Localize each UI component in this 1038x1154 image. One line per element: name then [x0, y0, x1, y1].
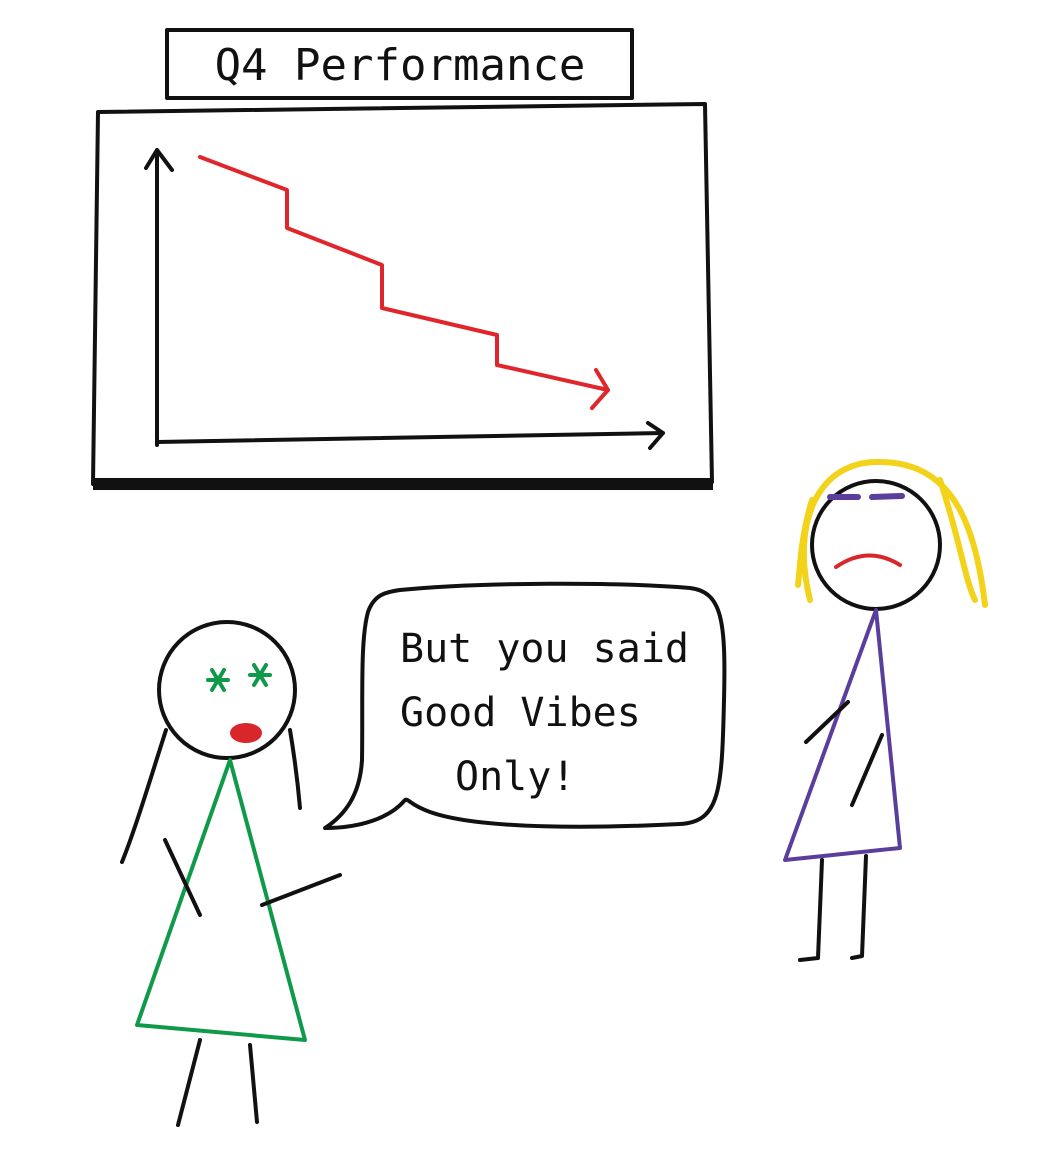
declining-trend-line — [198, 155, 610, 410]
star-eyes-icon — [206, 663, 272, 692]
chart-board — [91, 102, 714, 490]
speech-line-3: Only! — [455, 754, 575, 800]
listener-head — [810, 479, 942, 611]
yellow-hair — [795, 458, 988, 608]
chart-board-base — [93, 478, 713, 490]
listener-eyes-icon — [827, 493, 905, 500]
y-axis-arrow — [144, 148, 174, 447]
frown-mouth — [834, 553, 902, 569]
speech-bubble: But you said Good Vibes Only! — [323, 581, 727, 830]
speaker-hair — [120, 728, 302, 864]
speech-bubble-outline — [323, 581, 727, 830]
purple-dress — [783, 608, 902, 862]
chart-frame — [91, 102, 714, 486]
open-mouth — [230, 723, 262, 743]
listener-legs — [798, 854, 868, 962]
speaker-arms — [163, 838, 342, 917]
green-dress — [135, 758, 307, 1042]
speech-line-1: But you said — [400, 626, 689, 672]
title-sign-text: Q4 Performance — [215, 40, 586, 91]
speaker-head — [157, 620, 297, 760]
speaker-character — [120, 620, 342, 1127]
x-axis-arrow — [155, 421, 665, 450]
speech-line-2: Good Vibes — [400, 690, 641, 736]
title-sign-frame — [165, 28, 634, 100]
listener-arms — [804, 700, 884, 807]
speaker-legs — [176, 1038, 259, 1127]
listener-character — [783, 458, 988, 962]
title-sign: Q4 Performance — [165, 28, 634, 100]
